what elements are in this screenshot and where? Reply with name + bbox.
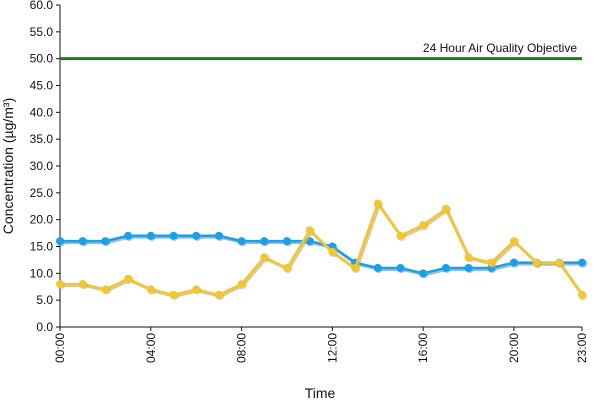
data-point — [169, 290, 178, 299]
y-tick-label: 5.0 — [36, 293, 53, 307]
data-point — [578, 290, 586, 299]
data-point — [373, 199, 382, 208]
data-point — [124, 274, 133, 283]
y-tick-label: 50.0 — [30, 52, 54, 66]
x-tick-label: 04:00 — [144, 333, 158, 363]
data-point — [396, 231, 405, 240]
data-point — [373, 263, 382, 272]
data-point — [192, 285, 201, 294]
series-1 — [56, 231, 588, 279]
data-point — [260, 253, 269, 262]
data-point — [237, 280, 246, 289]
data-point — [464, 253, 473, 262]
data-point — [396, 263, 405, 272]
y-tick-label: 55.0 — [30, 25, 54, 39]
y-tick-label: 15.0 — [30, 240, 54, 254]
data-point — [146, 285, 155, 294]
y-tick-label: 25.0 — [30, 186, 54, 200]
data-point — [578, 258, 586, 267]
series-2 — [56, 199, 588, 300]
chart-axes: 0.0 5.0 10.0 15.0 20.0 25.0 30.0 35.0 40.0 45.0 50… — [30, 0, 589, 363]
x-tick-label: 08:00 — [235, 333, 249, 363]
data-point — [282, 237, 291, 246]
data-point — [305, 226, 314, 235]
data-point — [282, 263, 291, 272]
series-line — [60, 202, 584, 297]
data-point — [260, 237, 269, 246]
data-point — [509, 258, 518, 267]
data-point — [101, 237, 110, 246]
x-tick-label: 00:00 — [53, 333, 67, 363]
y-tick-label: 35.0 — [30, 132, 54, 146]
data-point — [214, 231, 223, 240]
data-point — [124, 231, 133, 240]
series-group — [56, 199, 588, 300]
y-tick-label: 40.0 — [30, 105, 54, 119]
data-point — [328, 247, 337, 256]
y-tick-label: 30.0 — [30, 159, 54, 173]
data-point — [441, 204, 450, 213]
x-axis-title: Time — [305, 385, 336, 400]
data-point — [351, 263, 360, 272]
data-point — [487, 258, 496, 267]
y-tick-label: 0.0 — [36, 320, 53, 334]
x-tick-label: 23:00 — [575, 333, 589, 363]
y-tick-label: 10.0 — [30, 266, 54, 280]
x-tick-label: 20:00 — [507, 333, 521, 363]
data-point — [532, 258, 541, 267]
data-point — [192, 231, 201, 240]
data-point — [419, 269, 428, 278]
x-tick-label: 16:00 — [416, 333, 430, 363]
data-point — [101, 285, 110, 294]
data-point — [555, 258, 564, 267]
y-tick-label: 20.0 — [30, 213, 54, 227]
y-tick-label: 60.0 — [30, 0, 54, 12]
x-tick-label: 12:00 — [325, 333, 339, 363]
data-point — [146, 231, 155, 240]
data-point — [237, 237, 246, 246]
data-point — [78, 280, 87, 289]
data-point — [56, 237, 64, 246]
y-tick-label: 45.0 — [30, 79, 54, 93]
data-point — [441, 263, 450, 272]
data-point — [169, 231, 178, 240]
data-point — [78, 237, 87, 246]
data-point — [464, 263, 473, 272]
data-point — [419, 221, 428, 230]
data-point — [509, 237, 518, 246]
reference-line-label: 24 Hour Air Quality Objective — [423, 41, 577, 55]
y-axis-title: Concentration (µg/m³) — [0, 98, 16, 234]
data-point — [56, 280, 64, 289]
data-point — [214, 290, 223, 299]
